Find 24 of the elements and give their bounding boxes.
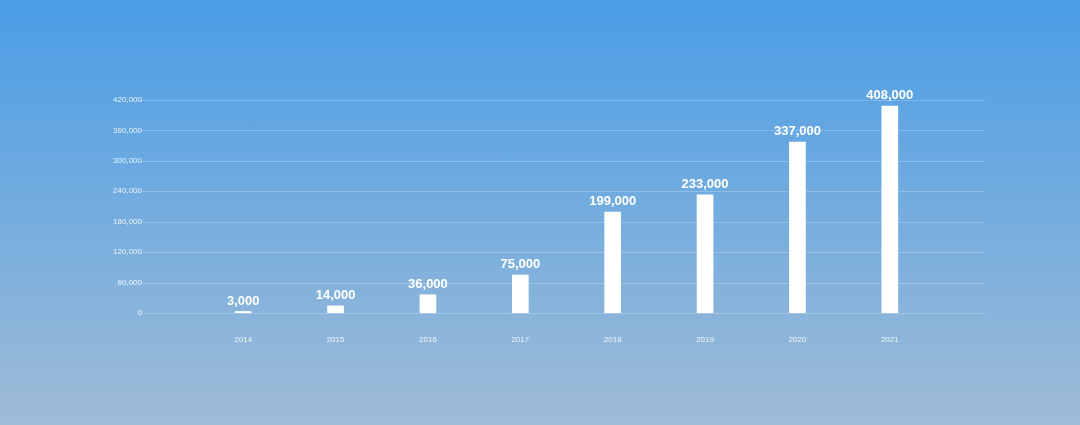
x-tick-label: 2017 — [511, 335, 530, 344]
y-tick-label: 180,000 — [113, 216, 143, 226]
data-label: 75,000 — [500, 256, 541, 272]
x-tick-label: 2014 — [234, 335, 253, 344]
y-tick-label: 300,000 — [113, 156, 143, 166]
y-tick-label: 0 — [137, 308, 143, 318]
x-tick-label: 2016 — [419, 335, 438, 344]
x-tick-label: 2019 — [696, 335, 715, 344]
x-tick-label: 2015 — [326, 335, 346, 344]
x-tick-label: 2021 — [880, 335, 900, 344]
x-tick-label: 2018 — [603, 335, 623, 344]
data-label: 14,000 — [315, 286, 356, 302]
data-label: 3,000 — [226, 292, 260, 308]
x-tick-label: 2020 — [788, 335, 807, 344]
y-tick-label: 360,000 — [113, 125, 143, 135]
y-tick-label: 240,000 — [113, 186, 143, 196]
data-label: 337,000 — [773, 123, 821, 139]
y-tick-label: 120,000 — [113, 247, 143, 257]
y-tick-label: 60,000 — [117, 277, 143, 287]
y-tick-label: 420,000 — [113, 95, 143, 105]
data-label: 199,000 — [589, 193, 637, 209]
data-label: 36,000 — [408, 275, 448, 291]
data-label: 233,000 — [681, 175, 729, 191]
data-label: 408,000 — [866, 87, 914, 103]
